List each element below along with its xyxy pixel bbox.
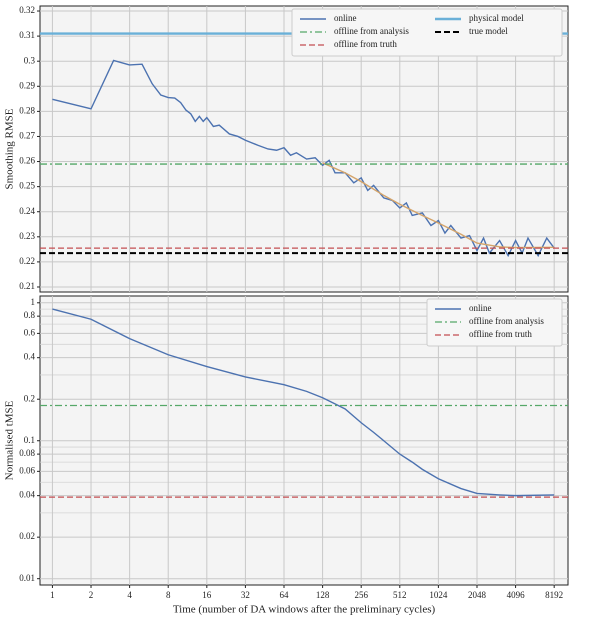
y-tick-label: 0.27 [19,131,35,141]
legend-label: offline from analysis [334,26,409,36]
data-line [322,162,555,249]
x-tick-label: 1 [50,590,55,600]
x-tick-label: 16 [202,590,212,600]
data-line [52,308,555,497]
x-tick-label: 8 [166,590,171,600]
y-tick-label: 0.02 [19,531,35,541]
y-tick-label: 1 [31,297,36,307]
y-tick-label: 0.21 [19,281,35,291]
legend-box [291,8,563,57]
x-tick-label: 4096 [507,590,526,600]
legend: online offline from analysis offline from … [291,8,563,57]
legend-label: offline from truth [334,39,397,49]
x-tick-label: 2 [89,590,94,600]
y-tick-label: 0.24 [19,206,35,216]
y-axis-label: Normalised tMSE [4,400,16,480]
y-tick-label: 0.06 [19,465,35,475]
data-line [52,59,555,258]
x-tick-label: 4 [127,590,132,600]
legend-label: physical model [469,13,524,23]
x-tick-label: 8192 [545,590,563,600]
y-tick-label: 0.3 [24,55,36,65]
y-tick-label: 0.22 [19,256,35,266]
x-tick-label: 32 [241,590,250,600]
legend-label: true model [469,26,508,36]
x-tick-label: 256 [354,590,368,600]
y-tick-label: 0.32 [19,5,35,15]
y-tick-label: 0.4 [24,352,36,362]
y-tick-label: 0.31 [19,30,35,40]
legend-label: online [469,303,492,313]
y-tick-label: 0.04 [19,490,35,500]
x-tick-label: 512 [393,590,407,600]
y-tick-label: 0.28 [19,105,35,115]
legend-box [426,298,563,347]
y-tick-label: 0.8 [24,310,36,320]
y-tick-label: 0.2 [24,393,35,403]
y-tick-label: 0.01 [19,573,35,583]
y-tick-label: 0.23 [19,231,35,241]
legend-label: offline from analysis [469,316,544,326]
x-tick-label: 2048 [468,590,487,600]
y-axis-label: Smoothing RMSE [4,108,16,189]
legend-label: online [334,13,357,23]
x-tick-label: 128 [316,590,330,600]
y-tick-label: 0.08 [19,448,35,458]
y-tick-label: 0.25 [19,181,35,191]
y-tick-label: 0.1 [24,435,35,445]
legend: online offline from analysis offline from … [426,298,563,347]
x-axis-label: Time (number of DA windows after the pre… [173,604,436,616]
y-tick-label: 0.6 [24,327,36,337]
y-tick-label: 0.29 [19,80,35,90]
x-tick-label: 64 [280,590,290,600]
legend-label: offline from truth [469,329,532,339]
y-tick-label: 0.26 [19,156,35,166]
x-tick-label: 1024 [429,590,448,600]
